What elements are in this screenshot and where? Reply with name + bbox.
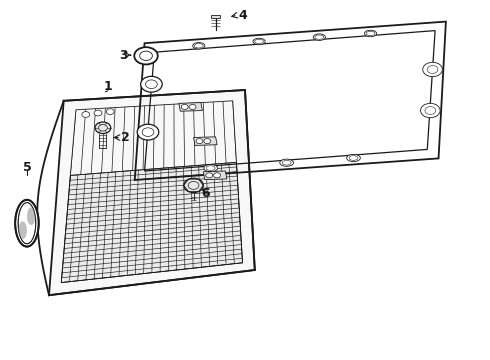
Text: 6: 6 [201, 187, 210, 200]
Circle shape [214, 173, 220, 178]
Circle shape [106, 109, 114, 114]
Circle shape [204, 139, 211, 144]
Text: 1: 1 [103, 80, 112, 93]
Ellipse shape [253, 38, 265, 45]
Polygon shape [179, 103, 202, 111]
Circle shape [181, 104, 188, 109]
Circle shape [94, 110, 102, 116]
Circle shape [184, 178, 203, 193]
Circle shape [189, 104, 196, 109]
Polygon shape [203, 171, 227, 180]
Ellipse shape [19, 221, 27, 239]
Circle shape [141, 76, 162, 92]
Polygon shape [211, 15, 220, 18]
Circle shape [82, 112, 90, 117]
Text: 2: 2 [121, 131, 129, 144]
Polygon shape [135, 22, 446, 180]
Ellipse shape [204, 165, 218, 172]
Circle shape [134, 47, 158, 64]
Circle shape [196, 139, 203, 144]
Circle shape [206, 173, 213, 178]
Ellipse shape [193, 42, 205, 49]
Ellipse shape [15, 200, 39, 247]
Polygon shape [61, 162, 243, 283]
Circle shape [420, 103, 440, 118]
Text: 5: 5 [23, 161, 31, 174]
Polygon shape [49, 90, 255, 295]
Circle shape [423, 62, 442, 77]
Ellipse shape [346, 154, 360, 162]
Text: 3: 3 [120, 49, 128, 62]
Text: 4: 4 [238, 9, 247, 22]
Ellipse shape [365, 30, 377, 37]
Circle shape [95, 122, 111, 134]
Ellipse shape [313, 34, 325, 40]
Ellipse shape [27, 207, 35, 225]
Polygon shape [194, 137, 217, 145]
Ellipse shape [280, 159, 294, 166]
Circle shape [137, 124, 159, 140]
